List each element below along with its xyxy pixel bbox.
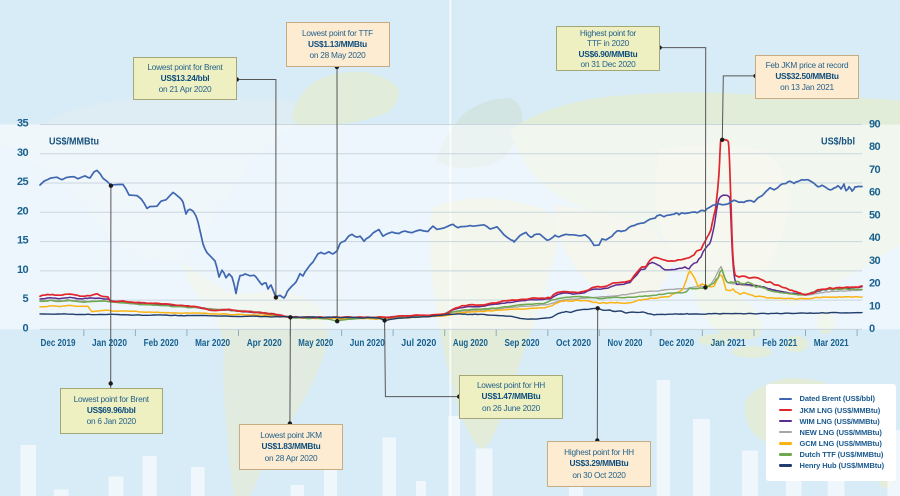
svg-text:US$/bbl: US$/bbl — [821, 137, 855, 148]
svg-text:10: 10 — [17, 264, 29, 276]
svg-text:Feb 2020: Feb 2020 — [144, 337, 179, 349]
svg-text:60: 60 — [869, 187, 881, 199]
svg-text:Jan 2020: Jan 2020 — [92, 337, 127, 349]
svg-text:10: 10 — [869, 300, 881, 312]
svg-text:0: 0 — [869, 323, 875, 335]
svg-text:40: 40 — [869, 232, 881, 244]
svg-text:Dec 2019: Dec 2019 — [41, 337, 76, 349]
svg-text:Feb 2021: Feb 2021 — [762, 337, 797, 349]
svg-text:Oct 2020: Oct 2020 — [556, 337, 591, 349]
svg-text:US$/MMBtu: US$/MMBtu — [49, 137, 99, 148]
svg-text:25: 25 — [17, 176, 29, 188]
svg-text:Jul 2020: Jul 2020 — [401, 337, 436, 349]
svg-text:5: 5 — [22, 293, 28, 305]
svg-text:20: 20 — [869, 278, 881, 290]
svg-text:Apr 2020: Apr 2020 — [247, 337, 282, 349]
svg-text:80: 80 — [869, 141, 881, 153]
svg-text:Sep 2020: Sep 2020 — [505, 337, 540, 349]
svg-text:35: 35 — [17, 118, 29, 130]
svg-text:0: 0 — [22, 322, 28, 334]
svg-text:70: 70 — [869, 164, 881, 176]
svg-text:Jun 2020: Jun 2020 — [350, 337, 385, 349]
svg-text:Mar 2021: Mar 2021 — [814, 337, 849, 349]
svg-text:May 2020: May 2020 — [298, 337, 333, 349]
svg-text:15: 15 — [17, 235, 29, 247]
svg-text:Mar 2020: Mar 2020 — [195, 337, 230, 349]
svg-text:30: 30 — [17, 147, 29, 159]
svg-text:Aug 2020: Aug 2020 — [453, 337, 488, 349]
svg-text:30: 30 — [869, 255, 881, 267]
svg-text:20: 20 — [17, 205, 29, 217]
svg-text:50: 50 — [869, 209, 881, 221]
svg-text:Nov 2020: Nov 2020 — [608, 337, 643, 349]
svg-text:Jan 2021: Jan 2021 — [711, 337, 746, 349]
svg-text:Dec 2020: Dec 2020 — [659, 337, 694, 349]
svg-text:90: 90 — [869, 118, 881, 130]
